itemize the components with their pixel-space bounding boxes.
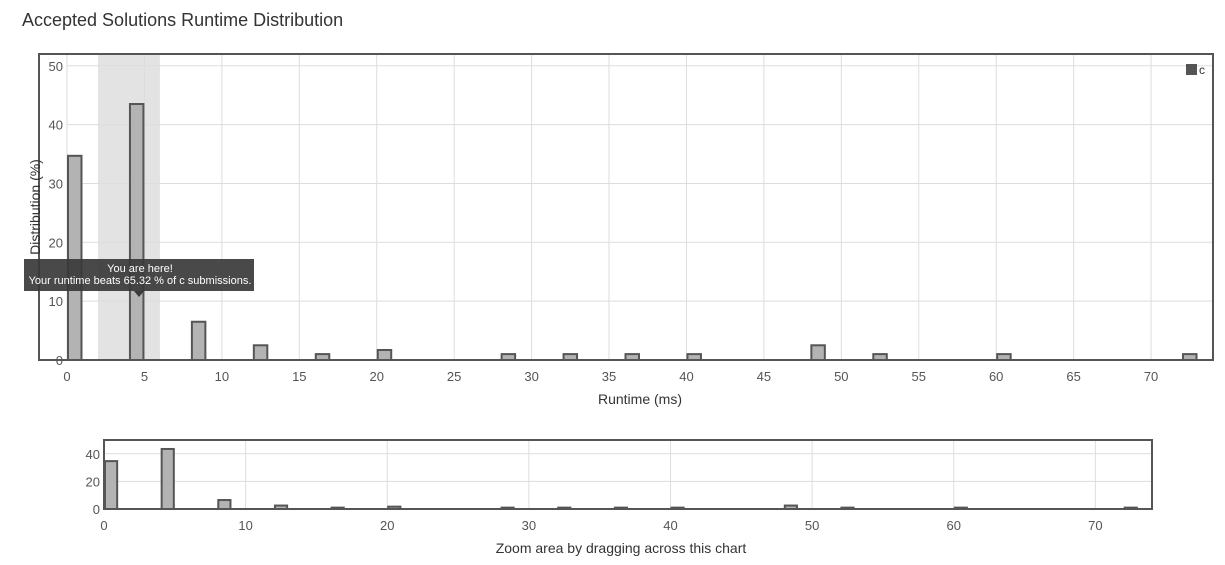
- y-tick-label: 50: [49, 59, 63, 74]
- bar: [810, 344, 826, 361]
- x-tick-label: 45: [757, 369, 771, 384]
- bar: [67, 154, 83, 361]
- x-tick-label: 40: [679, 369, 693, 384]
- x-tick-label: 0: [63, 369, 70, 384]
- runtime-distribution-chart[interactable]: 0 5 10 15 20 25 30 35 40 45 50 55 60 65 7001020304050 …: [0, 0, 1225, 420]
- navigator-y-tick-label: 40: [86, 447, 100, 462]
- navigator-x-tick-label: 10: [238, 518, 252, 533]
- navigator-frame: [103, 439, 1153, 510]
- y-tick-label: 30: [49, 176, 63, 191]
- bar: [128, 103, 145, 362]
- bar: [252, 344, 269, 361]
- x-tick-label: 55: [912, 369, 926, 384]
- y-axis-label: Distribution (%): [27, 159, 43, 255]
- plot-background: [67, 54, 1213, 360]
- plot-frame: [38, 53, 1214, 361]
- navigator-x-tick-label: 0: [100, 518, 107, 533]
- navigator-bar: [783, 504, 798, 510]
- navigator-bar: [953, 506, 968, 510]
- navigator-x-tick-label: 70: [1088, 518, 1102, 533]
- navigator-bar: [557, 506, 572, 510]
- navigator-hint-label: Zoom area by dragging across this chart: [496, 540, 747, 556]
- navigator-bar: [330, 506, 345, 510]
- navigator-y-tick-label: 0: [93, 502, 100, 517]
- navigator-bar: [273, 504, 289, 510]
- x-tick-label: 35: [602, 369, 616, 384]
- navigator-plot-area[interactable]: 0 10 20 30 40 50 60 70 0 20 40: [86, 439, 1153, 533]
- x-tick-label: 50: [834, 369, 848, 384]
- legend-label[interactable]: c: [1199, 63, 1205, 77]
- x-tick-label: 30: [524, 369, 538, 384]
- navigator-bar: [1123, 506, 1138, 510]
- page-title: Accepted Solutions Runtime Distribution: [22, 10, 344, 30]
- x-tick-label: 60: [989, 369, 1003, 384]
- x-tick-label: 65: [1066, 369, 1080, 384]
- runtime-tooltip: You are here! Your runtime beats 65.32 %…: [24, 259, 254, 297]
- bar: [376, 348, 393, 362]
- x-tick-label: 25: [447, 369, 461, 384]
- legend-swatch-icon[interactable]: [1186, 64, 1197, 75]
- navigator-x-tick-label: 50: [805, 518, 819, 533]
- navigator-bar: [613, 506, 628, 510]
- navigator-bar: [840, 506, 855, 510]
- navigator-bar: [670, 506, 685, 510]
- y-tick-label: 10: [49, 294, 63, 309]
- tooltip-line-2: Your runtime beats 65.32 % of c submissi…: [29, 275, 252, 287]
- navigator-bar: [217, 499, 232, 510]
- navigator-x-tick-label: 30: [522, 518, 536, 533]
- navigator-bar: [160, 447, 175, 510]
- tooltip-box: [24, 259, 254, 291]
- tooltip-line-1: You are here!: [107, 263, 173, 275]
- y-tick-label: 20: [49, 235, 63, 250]
- navigator-x-tick-label: 60: [946, 518, 960, 533]
- tooltip-arrow-icon: [134, 291, 144, 297]
- navigator-bar: [387, 505, 402, 510]
- x-tick-label: 20: [369, 369, 383, 384]
- navigator-y-tick-label: 20: [86, 474, 100, 489]
- navigator-x-tick-label: 40: [663, 518, 677, 533]
- x-tick-label: 15: [292, 369, 306, 384]
- x-tick-label: 5: [141, 369, 148, 384]
- bar: [190, 320, 207, 361]
- x-tick-label: 10: [215, 369, 229, 384]
- x-axis-label: Runtime (ms): [598, 391, 682, 407]
- x-tick-label: 70: [1144, 369, 1158, 384]
- navigator-x-tick-label: 20: [380, 518, 394, 533]
- navigator-bar: [104, 460, 119, 511]
- legend[interactable]: c: [1186, 63, 1205, 77]
- navigator-bar: [500, 506, 515, 510]
- y-tick-label: 40: [49, 118, 63, 133]
- navigator-background: [104, 440, 1152, 509]
